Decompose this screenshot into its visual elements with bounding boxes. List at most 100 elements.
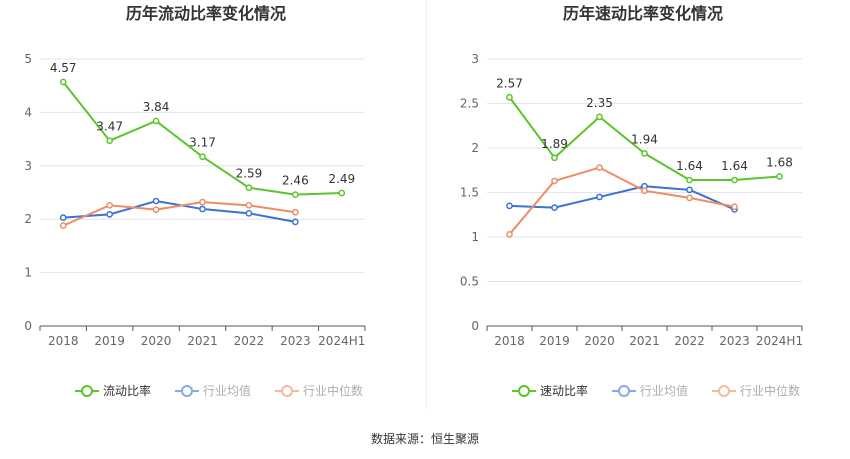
data-point-main [731,176,738,184]
legend-marker [518,385,530,397]
x-tick-label: 2021 [187,334,218,348]
data-point-main [776,173,783,180]
data-point-median [641,187,648,195]
y-tick-label: 2.5 [460,97,479,111]
data-point-avg [292,218,299,226]
data-point-main [292,191,299,198]
x-tick-label: 2021 [629,334,660,348]
chart-title: 历年流动比率变化情况 [126,4,286,23]
data-point-main [199,153,206,161]
data-label: 4.57 [50,61,77,75]
data-point-main [59,78,67,86]
x-tick-label: 2020 [141,334,172,348]
y-tick-label: 0.5 [460,275,479,289]
legend-item-avg[interactable]: 行业均值 [612,383,688,398]
legend-item-median[interactable]: 行业中位数 [275,383,363,398]
chart-title: 历年速动比率变化情况 [563,4,723,23]
legend-item-avg[interactable]: 行业均值 [175,383,251,398]
x-tick-label: 2022 [234,334,265,348]
data-point-main [596,113,603,121]
y-tick-label: 3 [471,52,479,66]
data-point-avg [506,202,513,210]
x-tick-label: 2018 [48,334,79,348]
data-point-avg [152,197,160,205]
data-label: 2.35 [586,96,613,110]
data-label: 3.47 [96,120,123,134]
legend-marker [281,385,293,397]
legend-label: 行业均值 [203,383,251,398]
y-tick-label: 4 [24,105,32,119]
legend-label: 流动比率 [103,383,151,398]
series-line-median [508,166,735,235]
data-label: 1.89 [541,137,568,151]
y-tick-label: 1.5 [460,186,479,200]
data-label: 1.68 [766,155,793,169]
x-tick-label: 2023 [280,334,311,348]
data-point-avg [551,204,558,211]
y-tick-label: 0 [24,319,32,333]
data-point-main [641,149,648,157]
data-point-median [506,230,513,238]
data-point-main [338,189,346,197]
data-point-median [152,206,160,213]
data-point-avg [245,209,253,217]
data-point-avg [596,193,603,201]
data-label: 2.59 [236,167,263,181]
legend-marker [81,385,93,397]
y-tick-label: 1 [471,230,479,244]
data-point-main [245,184,253,192]
legend-label: 行业中位数 [303,383,363,398]
data-point-main [152,117,160,125]
y-tick-label: 1 [24,266,32,280]
data-point-median [731,203,738,211]
chart-divider [426,0,427,410]
data-label: 1.64 [721,159,748,173]
data-source-footer: 数据来源：恒生聚源 [370,432,479,446]
data-label: 3.84 [143,100,170,114]
x-tick-label: 2019 [94,334,125,348]
series-line-avg [509,185,735,211]
y-tick-label: 5 [24,52,32,66]
data-point-median [245,201,253,209]
x-tick-label: 2024H1 [756,334,803,348]
x-tick-label: 2023 [719,334,750,348]
legend-item-main[interactable]: 速动比率 [512,383,588,398]
legend-label: 速动比率 [540,383,588,398]
y-tick-label: 0 [471,319,479,333]
y-tick-label: 2 [471,141,479,155]
data-label: 2.46 [282,174,309,188]
data-point-main [686,176,693,184]
data-point-median [686,194,693,202]
legend-label: 行业均值 [640,383,688,398]
legend-marker [718,385,730,397]
data-point-median [551,177,558,185]
x-tick-label: 2019 [539,334,570,348]
current-ratio-chart: 历年流动比率变化情况 0 1 2 3 4 5 2018 2019 2020 2021 2022 2023… [24,4,366,398]
x-tick-label: 2022 [674,334,705,348]
legend-label: 行业中位数 [740,383,800,398]
x-tick-label: 2020 [584,334,615,348]
data-label: 1.64 [676,159,703,173]
series-line-median [62,201,296,227]
data-point-median [292,208,299,216]
legend-marker [181,385,193,397]
data-point-main [551,154,558,162]
data-point-median [106,201,113,209]
data-label: 2.49 [328,172,355,186]
y-tick-label: 3 [24,159,32,173]
y-tick-label: 2 [24,212,32,226]
data-point-median [59,222,67,229]
data-point-avg [106,211,113,218]
legend-marker [618,385,630,397]
legend-item-median[interactable]: 行业中位数 [712,383,800,398]
data-point-avg [686,186,693,194]
data-point-avg [199,205,206,213]
x-tick-label: 2018 [494,334,525,348]
legend-item-main[interactable]: 流动比率 [75,383,151,398]
data-point-median [596,164,603,171]
data-label: 3.17 [189,136,216,150]
quick-ratio-chart: 历年速动比率变化情况 0 0.5 1 1.5 2 2.5 3 2018 2019 2020 2021 2… [460,4,803,398]
x-tick-label: 2024H1 [318,334,365,348]
data-point-avg [59,214,67,221]
data-point-median [199,198,206,206]
